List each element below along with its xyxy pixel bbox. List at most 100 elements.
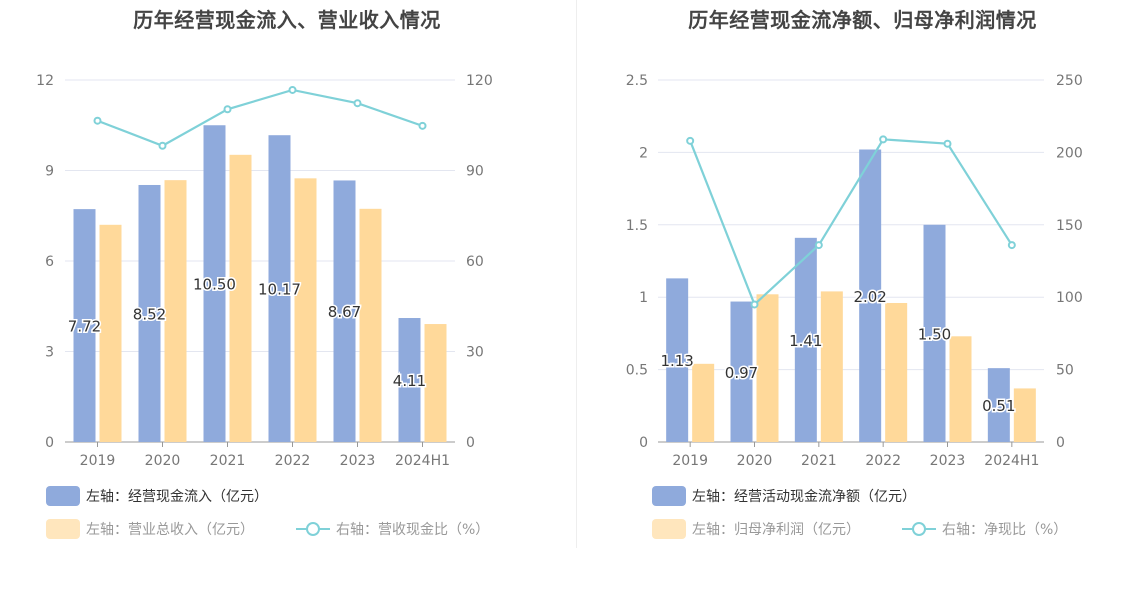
bar-series-1: [203, 125, 226, 442]
legend-item-cash-inflow[interactable]: 左轴：经营现金流入（亿元）: [46, 486, 268, 506]
left-axis-tick-label: 0.5: [626, 363, 648, 379]
right-axis-tick-label: 100: [1056, 290, 1083, 306]
ratio-line-point: [93, 116, 102, 125]
chart-title: 历年经营现金流入、营业收入情况: [133, 8, 441, 32]
chart-panel-cash-inflow-revenue: 历年经营现金流入、营业收入情况 0 3 6 9 12 0 30 60 90 120 2019 2020…: [0, 0, 574, 560]
right-axis-tick-label: 200: [1056, 145, 1083, 161]
right-axis-tick-label: 50: [1056, 363, 1074, 379]
legend-item-operating-net-cash[interactable]: 左轴：经营活动现金流净额（亿元）: [652, 486, 916, 506]
x-axis-tick-label: 2020: [737, 453, 773, 469]
right-axis-tick-label: 0: [466, 435, 475, 451]
x-axis-tick-label: 2024H1: [395, 453, 450, 469]
legend-label: 左轴：经营活动现金流净额（亿元）: [692, 489, 916, 505]
x-axis-tick-label: 2024H1: [984, 453, 1039, 469]
ratio-line: [689, 138, 1013, 307]
bar-series-1: [666, 278, 689, 442]
x-axis-tick-label: 2021: [210, 453, 246, 469]
bar-series-1: [138, 184, 161, 443]
x-axis-tick-label: 2023: [340, 453, 376, 469]
x-axis-tick-label: 2019: [80, 453, 116, 469]
bar-series-2: [949, 336, 972, 442]
ratio-line-point: [879, 135, 888, 144]
bar-series-2: [359, 208, 382, 442]
bar-series-1: [730, 301, 753, 442]
ratio-line-point: [1007, 241, 1016, 250]
bar-series-2: [820, 291, 843, 442]
x-axis-tick-label: 2023: [930, 453, 966, 469]
ratio-line-point: [750, 300, 759, 309]
bar-series-2: [756, 294, 779, 442]
legend-label: 右轴：营收现金比（%）: [336, 522, 490, 538]
legend-item-net-cash-ratio[interactable]: 右轴：净现比（%）: [902, 519, 1067, 539]
legend-item-revenue[interactable]: 左轴：营业总收入（亿元）: [46, 519, 254, 539]
ratio-line-point: [418, 121, 427, 130]
bar-data-label: 1.13: [660, 352, 693, 370]
x-axis-tick-label: 2020: [145, 453, 181, 469]
chart-panel-net-cash-profit: 历年经营现金流净额、归母净利润情况 0 0.5 1 1.5 2 2.5 0 50 100 150 2…: [578, 0, 1147, 560]
bar-data-label: 2.02: [853, 288, 886, 306]
bar-data-label: 8.52: [133, 305, 166, 323]
ratio-line-point: [353, 99, 362, 108]
legend-label: 左轴：营业总收入（亿元）: [86, 522, 254, 538]
bar-series-1: [73, 209, 96, 442]
bar-series-1: [268, 135, 291, 442]
legend-item-cash-revenue-ratio[interactable]: 右轴：营收现金比（%）: [296, 519, 489, 539]
left-axis-tick-label: 12: [36, 73, 54, 89]
ratio-line-point: [943, 139, 952, 148]
bar-series-2: [99, 224, 122, 442]
bar-series-1: [987, 368, 1010, 442]
legend-line-marker-icon: [902, 519, 936, 539]
bar-series-2: [1013, 388, 1036, 442]
bar-series-2: [885, 302, 908, 442]
legend-label: 左轴：经营现金流入（亿元）: [86, 489, 268, 505]
legend-swatch-bar: [46, 519, 80, 539]
bar-series-2: [229, 154, 252, 442]
bar-data-label: 7.72: [68, 318, 101, 336]
bar-data-label: 8.67: [328, 303, 361, 321]
bar-series-2: [424, 324, 447, 442]
bar-data-label: 10.17: [258, 281, 301, 299]
bar-series-2: [164, 180, 187, 443]
bar-series-1: [333, 180, 356, 442]
ratio-line-point: [223, 105, 232, 114]
x-axis-tick-label: 2022: [865, 453, 901, 469]
bar-data-label: 1.41: [789, 332, 822, 350]
bar-data-label: 0.51: [982, 397, 1015, 415]
bar-series-1: [398, 318, 421, 442]
bar-series-2: [692, 363, 715, 442]
legend-swatch-bar: [652, 519, 686, 539]
legend-swatch-bar: [652, 486, 686, 506]
bar-series-1: [859, 149, 882, 442]
ratio-line-point: [288, 85, 297, 94]
x-axis-tick-label: 2019: [672, 453, 708, 469]
right-axis-tick-label: 120: [466, 73, 493, 89]
bar-series-1: [923, 224, 946, 442]
ratio-line-point: [686, 136, 695, 145]
ratio-line-point: [814, 241, 823, 250]
left-axis-tick-label: 0: [45, 435, 54, 451]
panel-divider: [576, 0, 577, 548]
left-axis-tick-label: 6: [45, 254, 54, 270]
bar-data-label: 4.11: [393, 372, 426, 390]
legend-item-net-profit[interactable]: 左轴：归母净利润（亿元）: [652, 519, 860, 539]
left-axis-tick-label: 2.5: [626, 73, 648, 89]
right-axis-tick-label: 60: [466, 254, 484, 270]
right-axis-tick-label: 250: [1056, 73, 1083, 89]
left-axis-tick-label: 3: [45, 345, 54, 361]
legend-swatch-bar: [46, 486, 80, 506]
left-axis-tick-label: 1.5: [626, 218, 648, 234]
legend-label: 左轴：归母净利润（亿元）: [692, 522, 860, 538]
ratio-line-point: [158, 141, 167, 150]
legend-label: 右轴：净现比（%）: [942, 522, 1068, 538]
bar-series-2: [294, 178, 317, 443]
bar-data-label: 0.97: [725, 364, 758, 382]
right-axis-tick-label: 150: [1056, 218, 1083, 234]
bar-series-1: [794, 237, 817, 442]
legend-line-marker-icon: [296, 519, 330, 539]
bar-data-label: 10.50: [193, 276, 236, 294]
left-axis-tick-label: 2: [639, 145, 648, 161]
chart-title: 历年经营现金流净额、归母净利润情况: [688, 8, 1037, 32]
right-axis-tick-label: 0: [1056, 435, 1065, 451]
